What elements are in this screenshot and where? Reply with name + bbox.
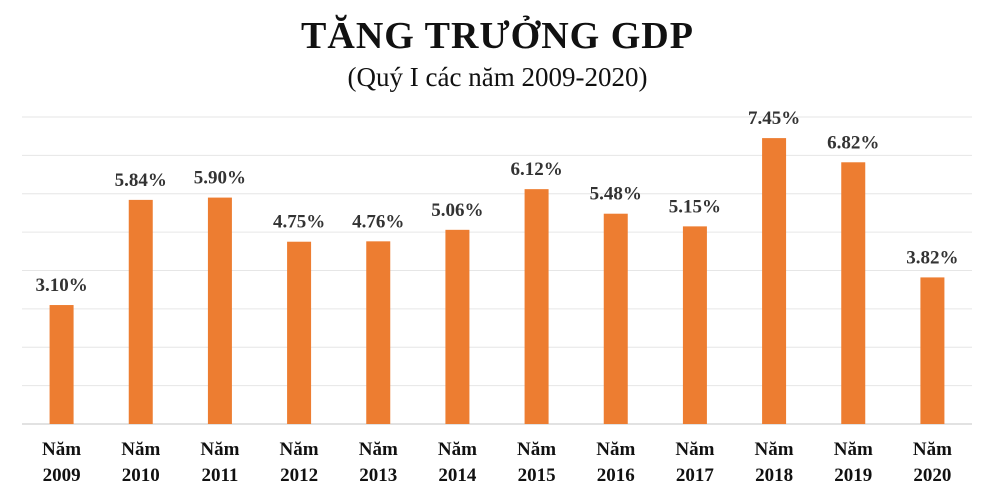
bar-2018 [762,138,787,424]
x-tick-label-line2: 2012 [280,465,318,486]
x-tick-label-line1: Năm [834,439,873,460]
data-label-2015: 6.12% [510,159,562,180]
bar-2013 [366,241,391,424]
x-tick-label-line2: 2017 [676,465,715,486]
data-label-2014: 5.06% [431,200,483,221]
x-tick-label-line2: 2020 [913,465,951,486]
x-tick-label-line2: 2010 [122,465,160,486]
x-tick-label-line1: Năm [359,439,398,460]
x-tick-label-line1: Năm [913,439,952,460]
bar-2010 [128,199,153,424]
data-label-2013: 4.76% [352,211,404,232]
x-tick-label-line2: 2015 [518,465,556,486]
data-label-2016: 5.48% [590,184,642,205]
data-label-2009: 3.10% [35,275,87,296]
x-tick-label-line2: 2019 [834,465,872,486]
x-tick-label-line1: Năm [438,439,477,460]
bar-2009 [49,305,74,424]
x-tick-label-line2: 2009 [43,465,81,486]
x-tick-label-line1: Năm [42,439,81,460]
x-tick-label-line1: Năm [280,439,319,460]
x-tick-label-line2: 2013 [359,465,397,486]
x-tick-label-line1: Năm [675,439,714,460]
bar-2011 [207,197,232,424]
bar-2020 [920,277,945,424]
chart-title: TĂNG TRƯỞNG GDP [301,15,694,57]
x-tick-label-line2: 2011 [201,465,238,486]
bar-2017 [682,226,707,424]
data-label-2019: 6.82% [827,132,879,153]
x-tick-label-line1: Năm [200,439,239,460]
bar-2012 [287,241,312,424]
data-label-2010: 5.84% [115,170,167,191]
data-label-2018: 7.45% [748,108,800,129]
x-tick-label-line2: 2016 [597,465,635,486]
bar-2014 [445,229,470,424]
x-tick-label-line1: Năm [755,439,794,460]
data-label-2017: 5.15% [669,196,721,217]
x-tick-label-line2: 2018 [755,465,793,486]
data-label-2020: 3.82% [906,247,958,268]
bar-2016 [603,213,628,424]
bar-2019 [841,162,866,424]
x-tick-label-line1: Năm [121,439,160,460]
x-tick-label-line1: Năm [596,439,635,460]
data-label-2012: 4.75% [273,212,325,233]
bar-2015 [524,189,549,424]
x-tick-label-line1: Năm [517,439,556,460]
chart-subtitle: (Quý I các năm 2009-2020) [347,62,648,92]
data-label-2011: 5.90% [194,168,246,189]
x-tick-label-line2: 2014 [438,465,477,486]
